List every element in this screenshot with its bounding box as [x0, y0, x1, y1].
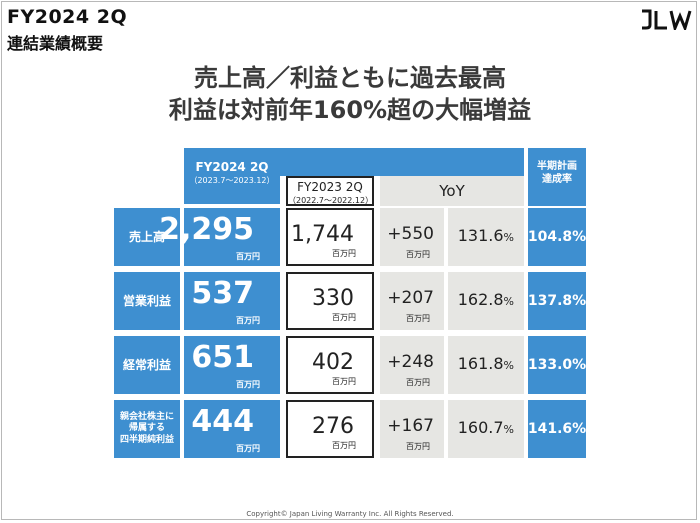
unit-label: 百万円: [406, 314, 430, 323]
unit-label: 百万円: [406, 442, 430, 451]
prior-value: 1,744: [291, 222, 354, 247]
unit-label: 百万円: [236, 316, 260, 325]
current-cell-ordinary-profit: 651 百万円: [184, 336, 280, 394]
rate-cell-operating-profit: 137.8%: [528, 272, 586, 330]
headline-line-2: 利益は対前年160%超の大幅増益: [168, 96, 532, 124]
company-logo: [642, 9, 692, 30]
pct-cell-ordinary-profit: 161.8%: [448, 336, 524, 394]
current-value: 651: [191, 340, 254, 375]
prior-cell-net-profit: 276 百万円: [286, 400, 374, 458]
prior-value: 276: [312, 414, 354, 439]
row-label-sales: 売上高: [114, 208, 180, 266]
row-label-ordinary-profit: 経常利益: [114, 336, 180, 394]
diff-cell-sales: +550 百万円: [380, 208, 444, 266]
diff-value: +207: [387, 288, 434, 308]
unit-label: 百万円: [406, 378, 430, 387]
pct-value: 131.6: [457, 226, 504, 245]
rate-cell-net-profit: 141.6%: [528, 400, 586, 458]
prior-value: 330: [312, 286, 354, 311]
column-header-current: FY2024 2Q （2023.7〜2023.12）: [184, 148, 280, 204]
pct-cell-sales: 131.6%: [448, 208, 524, 266]
pct-sign: %: [503, 423, 514, 436]
pct-sign: %: [503, 295, 514, 308]
rate-cell-ordinary-profit: 133.0%: [528, 336, 586, 394]
column-prior-period: （2022.7〜2022.12）: [288, 196, 374, 205]
unit-label: 百万円: [406, 250, 430, 259]
current-value: 2,295: [159, 212, 254, 247]
copyright-footer: Copyright© Japan Living Warranty Inc. Al…: [246, 510, 454, 518]
pct-sign: %: [503, 231, 514, 244]
diff-value: +248: [387, 352, 434, 372]
unit-label: 百万円: [332, 313, 356, 322]
diff-cell-net-profit: +167 百万円: [380, 400, 444, 458]
current-cell-net-profit: 444 百万円: [184, 400, 280, 458]
prior-cell-operating-profit: 330 百万円: [286, 272, 374, 330]
row-label-net-profit: 親会社株主に 帰属する 四半期純利益: [114, 400, 180, 458]
row-label-operating-profit: 営業利益: [114, 272, 180, 330]
unit-label: 百万円: [332, 249, 356, 258]
diff-value: +550: [387, 224, 434, 244]
unit-label: 百万円: [332, 441, 356, 450]
column-current-period: （2023.7〜2023.12）: [189, 176, 275, 185]
headline-line-1: 売上高／利益ともに過去最高: [194, 64, 506, 92]
pct-cell-net-profit: 160.7%: [448, 400, 524, 458]
current-value: 444: [191, 404, 254, 439]
current-cell-sales: 2,295 百万円: [159, 208, 280, 266]
current-value: 537: [191, 276, 254, 311]
slide-title: FY2024 2Q: [7, 6, 128, 28]
rate-cell-sales: 104.8%: [528, 208, 586, 266]
pct-value: 161.8: [457, 354, 504, 373]
unit-label: 百万円: [236, 252, 260, 261]
column-header-rate: 半期計画 達成率: [528, 148, 586, 206]
prior-cell-sales: 1,744 百万円: [286, 208, 374, 266]
diff-cell-ordinary-profit: +248 百万円: [380, 336, 444, 394]
pct-cell-operating-profit: 162.8%: [448, 272, 524, 330]
column-header-prior: FY2023 2Q （2022.7〜2022.12）: [286, 176, 374, 206]
pct-value: 160.7: [457, 418, 504, 437]
column-header-yoy: YoY: [380, 176, 524, 206]
unit-label: 百万円: [332, 377, 356, 386]
prior-cell-ordinary-profit: 402 百万円: [286, 336, 374, 394]
diff-value: +167: [387, 416, 434, 436]
pct-sign: %: [503, 359, 514, 372]
diff-cell-operating-profit: +207 百万円: [380, 272, 444, 330]
column-prior-label: FY2023 2Q: [297, 180, 363, 194]
slide-subtitle: 連結業績概要: [7, 34, 104, 53]
current-cell-operating-profit: 537 百万円: [184, 272, 280, 330]
column-current-label: FY2024 2Q: [195, 160, 269, 174]
unit-label: 百万円: [236, 444, 260, 453]
unit-label: 百万円: [236, 380, 260, 389]
prior-value: 402: [312, 350, 354, 375]
pct-value: 162.8: [457, 290, 504, 309]
